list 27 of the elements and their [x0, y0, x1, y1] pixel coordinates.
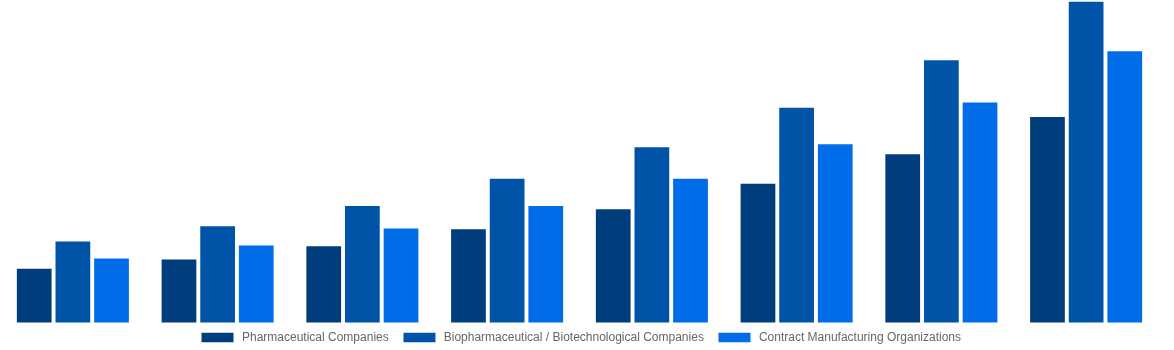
bar: [924, 60, 959, 323]
bar: [634, 147, 670, 323]
legend-label: Biopharmaceutical / Biotechnological Companies: [443, 330, 704, 344]
bar: [779, 107, 814, 323]
bar: [528, 205, 564, 323]
bar: [817, 144, 853, 323]
bar: [1030, 117, 1065, 323]
bar: [962, 102, 998, 323]
bar: [673, 178, 708, 323]
bar: [161, 259, 197, 323]
bar: [383, 228, 419, 323]
bar: [345, 205, 380, 323]
bar: [200, 226, 235, 323]
bar: [94, 258, 129, 323]
bar: [306, 246, 342, 323]
bar: [1107, 51, 1143, 323]
bar: [595, 209, 631, 323]
bar: [1068, 1, 1104, 323]
legend-label: Contract Manufacturing Organizations: [758, 330, 962, 344]
bar: [238, 245, 274, 323]
bar: [885, 154, 921, 323]
bar: [451, 229, 486, 323]
bar: [16, 268, 52, 323]
bar: [740, 183, 776, 323]
bar: [489, 178, 525, 323]
bar: [55, 241, 91, 323]
legend-label: Pharmaceutical Companies: [241, 330, 389, 344]
